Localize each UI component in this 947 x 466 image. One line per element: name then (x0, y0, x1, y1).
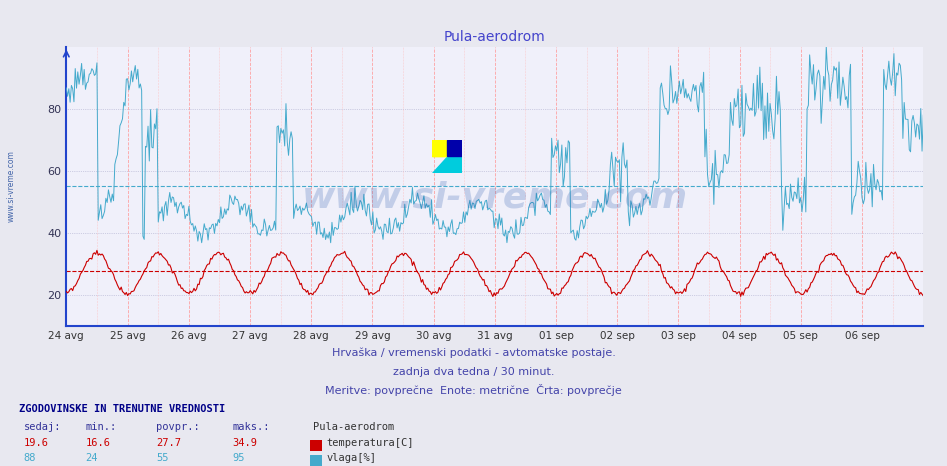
Text: 19.6: 19.6 (24, 438, 48, 448)
Text: ZGODOVINSKE IN TRENUTNE VREDNOSTI: ZGODOVINSKE IN TRENUTNE VREDNOSTI (19, 404, 225, 414)
Text: Pula-aerodrom: Pula-aerodrom (313, 422, 394, 432)
Text: Hrvaška / vremenski podatki - avtomatske postaje.: Hrvaška / vremenski podatki - avtomatske… (331, 348, 616, 358)
Text: min.:: min.: (85, 422, 116, 432)
Text: 16.6: 16.6 (85, 438, 110, 448)
Text: 55: 55 (156, 453, 169, 463)
Text: sedaj:: sedaj: (24, 422, 62, 432)
Bar (447, 140, 462, 157)
Text: maks.:: maks.: (232, 422, 270, 432)
Text: vlaga[%]: vlaga[%] (327, 453, 377, 463)
Bar (432, 140, 447, 157)
Text: www.si-vreme.com: www.si-vreme.com (7, 151, 16, 222)
Text: Meritve: povprečne  Enote: metrične  Črta: povprečje: Meritve: povprečne Enote: metrične Črta:… (325, 384, 622, 396)
Polygon shape (432, 140, 462, 173)
Text: 88: 88 (24, 453, 36, 463)
Text: www.si-vreme.com: www.si-vreme.com (302, 181, 688, 214)
Text: povpr.:: povpr.: (156, 422, 200, 432)
Bar (447, 140, 462, 157)
Text: 95: 95 (232, 453, 244, 463)
Text: 24: 24 (85, 453, 98, 463)
Bar (447, 157, 462, 173)
Title: Pula-aerodrom: Pula-aerodrom (444, 30, 545, 44)
Bar (432, 140, 447, 157)
Text: 34.9: 34.9 (232, 438, 257, 448)
Text: zadnja dva tedna / 30 minut.: zadnja dva tedna / 30 minut. (393, 367, 554, 377)
Text: temperatura[C]: temperatura[C] (327, 438, 414, 448)
Text: 27.7: 27.7 (156, 438, 181, 448)
